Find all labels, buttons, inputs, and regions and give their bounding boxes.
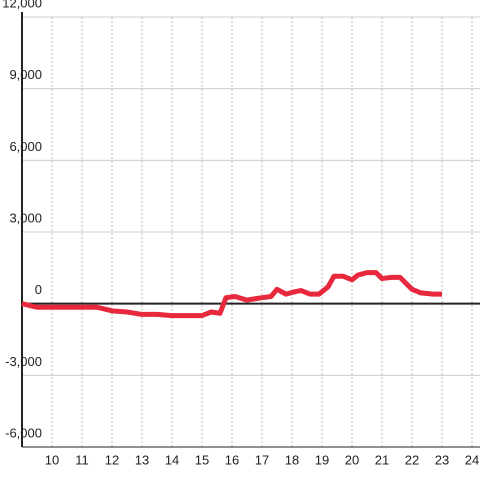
x-tick-label: 15: [195, 452, 209, 467]
x-tick-label: 16: [225, 452, 239, 467]
x-tick-label: 17: [255, 452, 269, 467]
x-tick-label: 12: [105, 452, 119, 467]
data-line: [21, 270, 442, 319]
x-tick-label: 24: [465, 452, 479, 467]
x-tick-label: 21: [375, 452, 389, 467]
x-tick-label: 14: [165, 452, 179, 467]
x-tick-label: 11: [75, 452, 89, 467]
y-tick-label: 9,000: [9, 67, 42, 82]
y-tick-label: 6,000: [9, 139, 42, 154]
y-tick-label: -3,000: [5, 354, 42, 369]
x-tick-label: 19: [315, 452, 329, 467]
x-tick-label: 20: [345, 452, 359, 467]
x-tick-label: 10: [45, 452, 59, 467]
x-tick-label: 23: [435, 452, 449, 467]
x-tick-label: 18: [285, 452, 299, 467]
y-tick-label: -6,000: [5, 425, 42, 440]
y-tick-label: 3,000: [9, 210, 42, 225]
y-tick-label: 0: [35, 282, 42, 297]
y-tick-label: 12,000: [2, 0, 42, 10]
x-tick-label: 13: [135, 452, 149, 467]
x-tick-label: 22: [405, 452, 419, 467]
